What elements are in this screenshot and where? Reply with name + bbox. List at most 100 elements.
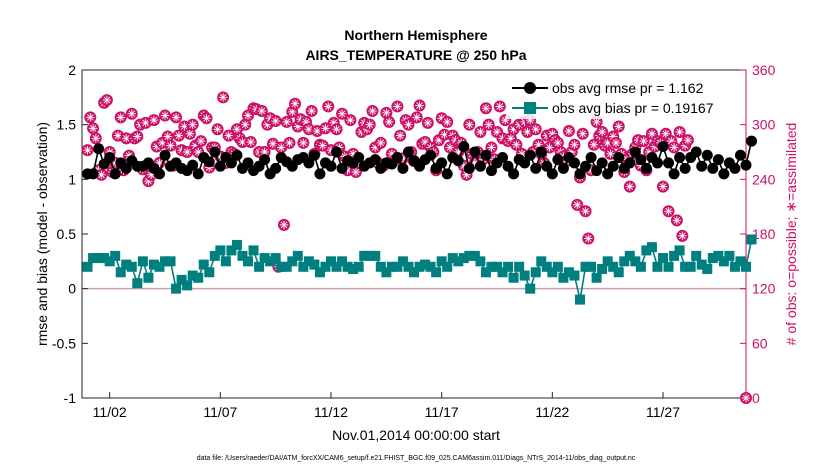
bias-point [480,267,491,278]
obs-count-point [609,136,622,149]
bias-point [663,261,674,272]
bias-point [381,267,392,278]
rmse-point [596,157,608,169]
rmse-point [159,149,171,161]
rmse-point [225,157,237,169]
rmse-point [369,154,381,166]
bias-point [303,256,314,267]
legend: obs avg rmse pr = 1.162 obs avg bias pr … [506,75,744,119]
bias-point [292,250,303,261]
rmse-point [336,162,348,174]
bias-point [436,256,447,267]
rmse-point [109,168,121,180]
bias-point [270,253,281,264]
y-left-tick-label: 1 [68,171,76,187]
rmse-point [441,168,453,180]
y-right-tick-label: 0 [752,390,760,406]
rmse-point [585,151,597,163]
rmse-point [508,168,520,180]
obs-count-point [474,125,487,138]
bias-point [447,253,458,264]
bias-point [696,259,707,270]
obs-count-point [269,115,282,128]
x-tick-label: 11/12 [314,404,348,420]
y-left-tick-label: 0.5 [57,226,77,242]
bias-point [458,253,469,264]
x-axis: 11/02 11/07 11/12 11/17 11/22 11/27 [93,392,680,420]
rmse-point [452,155,464,167]
rmse-point [458,141,470,153]
rmse-point [701,149,713,161]
rmse-point [602,168,614,180]
bias-point [82,261,93,272]
obs-count-point [363,118,376,131]
rmse-point [663,157,675,169]
obs-count-point [87,122,100,135]
rmse-point [607,160,619,172]
obs-count-point [657,180,669,193]
bias-point [741,261,751,272]
rmse-point [308,149,320,161]
bias-point [658,253,668,264]
obs-count-point [612,120,625,133]
bias-point [691,250,702,261]
obs-count-point [637,135,650,148]
rmse-point [203,156,215,168]
bias-point [680,261,691,272]
bias-point [674,245,685,256]
bias-point [414,261,425,272]
obs-count-point [95,168,108,181]
obs-count-point [596,125,609,138]
obs-count-point [485,141,498,154]
bias-point [104,256,115,267]
obs-count-point [391,100,404,113]
bias-point [425,261,436,272]
obs-count-point [349,166,362,179]
legend-bias-marker [524,102,536,114]
obs-count-point [81,144,94,157]
bias-point [558,272,569,283]
bias-point [143,272,154,283]
bias-point [154,261,165,272]
bias-point [475,256,486,267]
obs-count-point [258,146,271,158]
bias-point [718,256,729,267]
obs-count-point [374,136,387,149]
rmse-point [690,146,702,158]
obs-count-point [571,198,584,211]
obs-count-point [200,112,213,125]
obs-count-point [89,132,102,145]
bias-point [342,261,353,272]
rmse-point [580,160,592,172]
obs-count-point [623,180,636,193]
rmse-point [480,149,492,161]
bias-point [503,261,514,272]
bias-point [121,259,132,270]
bias-point [713,250,724,261]
obs-count-point [673,125,686,138]
rmse-point [104,151,116,163]
legend-bias-label: obs avg bias pr = 0.19167 [552,100,714,116]
rmse-point [712,154,724,166]
rmse-point [497,151,509,163]
bias-point [375,261,386,272]
bias-point [552,261,563,272]
rmse-point [718,168,730,180]
bias-point [735,256,746,267]
x-tick-label: 11/27 [646,404,680,420]
obs-count-point [170,111,183,124]
rmse-point [591,165,603,177]
x-axis-label: Nov.01,2014 00:00:00 start [332,427,500,443]
rmse-point [541,160,553,172]
obs-count-point [181,146,194,158]
obs-count-point [147,114,160,127]
obs-count-point [604,147,617,160]
rmse-point [568,157,580,169]
rmse-point [192,168,204,180]
rmse-point [557,162,569,174]
bias-point [137,256,148,267]
bias-point [420,259,431,270]
rmse-point [402,146,414,158]
rmse-point [93,143,105,155]
rmse-point [187,159,199,171]
